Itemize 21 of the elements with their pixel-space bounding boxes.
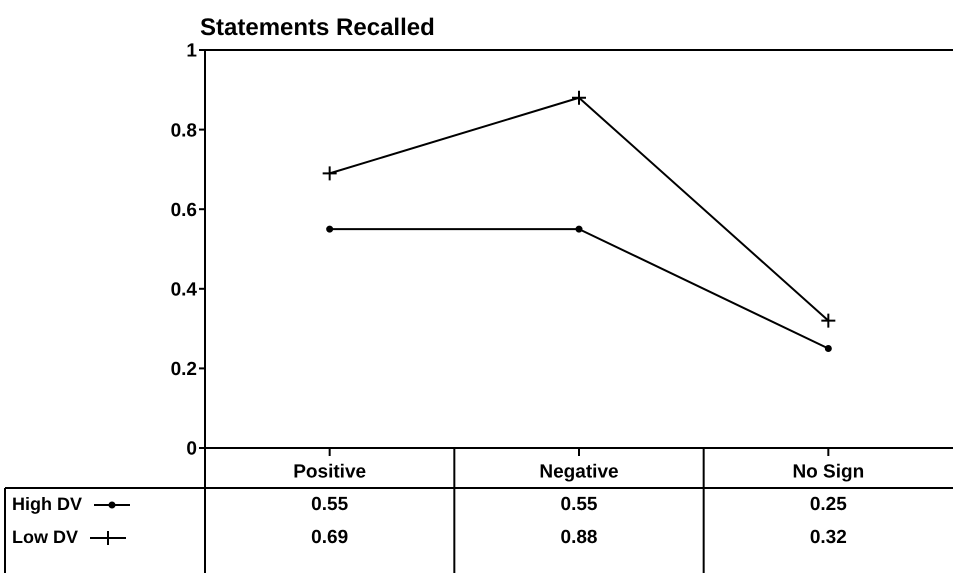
data-label: 0.55: [310, 494, 350, 516]
y-tick-label: 0.8: [170, 120, 197, 142]
y-tick-label: 1: [186, 40, 198, 62]
x-tick-label: Negative: [539, 461, 619, 482]
y-tick-label: 0: [186, 438, 197, 460]
data-label: 0.25: [808, 494, 848, 516]
point: [326, 226, 334, 233]
data-label: 0.88: [560, 527, 598, 549]
chart-title: Statements Recalled: [200, 14, 435, 42]
data-label: 0.69: [310, 527, 350, 549]
y-tick-label: 0.4: [170, 280, 198, 301]
data-label: 0.55: [560, 494, 598, 516]
data-label: 0.32: [808, 527, 848, 549]
x-tick-label: No Sign: [792, 461, 864, 482]
point: [576, 226, 582, 233]
y-tick-label: 0.2: [170, 359, 197, 380]
x-tick-label: Positive: [293, 461, 366, 482]
point: [824, 345, 832, 352]
legend-label: Low DV: [12, 527, 78, 548]
legend-label: High DV: [12, 494, 82, 515]
y-tick-label: 0.6: [170, 200, 197, 221]
